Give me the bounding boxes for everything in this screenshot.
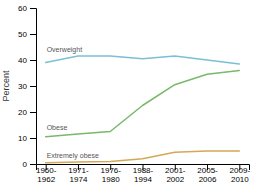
x-axis: 1960-1962 1971-1974 1976-1980 1988-1994 2001… (36, 164, 250, 184)
tick-label: 1960-1962 (36, 166, 57, 184)
tick-label: 30 (18, 82, 27, 91)
tick-mark (30, 60, 36, 61)
line-label: Overweight (47, 46, 82, 54)
tick: 2005-2006 (197, 164, 218, 184)
tick-label: 2009-2010 (230, 166, 251, 184)
tick-label: 40 (18, 56, 27, 65)
y-axis: 0 10 20 30 40 50 60 (18, 4, 36, 169)
tick-label: 1976-1980 (100, 166, 121, 184)
tick: 1971-1974 (68, 164, 89, 184)
line (46, 56, 240, 64)
tick-mark (30, 164, 36, 165)
line-labels: Overweight Obese Extremely obese (47, 46, 99, 160)
tick: 20 (18, 108, 36, 117)
chart: 0 10 20 30 40 50 60 1960-1962 1971-1974 1976-1980… (0, 0, 259, 194)
plot: 0 10 20 30 40 50 60 1960-1962 1971-1974 1976-1980… (1, 4, 250, 184)
tick-label: 50 (18, 30, 27, 39)
tick-label: 20 (18, 108, 27, 117)
tick-mark (30, 8, 36, 9)
tick: 2009-2010 (230, 164, 251, 184)
lines (46, 56, 240, 163)
tick-label: 0 (23, 160, 28, 169)
tick-label: 2001-2002 (165, 166, 186, 184)
tick-mark (30, 34, 36, 35)
tick: 60 (18, 4, 36, 13)
axis-line (30, 9, 37, 165)
tick-mark (30, 112, 36, 113)
tick-mark (30, 86, 36, 87)
tick: 40 (18, 56, 36, 65)
tick-label: 10 (18, 134, 27, 143)
tick: 2001-2002 (165, 164, 186, 184)
tick-label: 1971-1974 (68, 166, 89, 184)
line (46, 151, 240, 163)
tick: 1960-1962 (36, 164, 57, 184)
tick-mark (30, 138, 36, 139)
tick-label: 60 (18, 4, 27, 13)
tick: 50 (18, 30, 36, 39)
tick: 10 (18, 134, 36, 143)
line-label: Obese (47, 124, 68, 131)
y-axis-title: Percent (1, 70, 11, 102)
tick-label: 2005-2006 (197, 166, 218, 184)
tick: 1988-1994 (133, 164, 154, 184)
tick-label: 1988-1994 (133, 166, 154, 184)
tick: 1976-1980 (100, 164, 121, 184)
tick: 30 (18, 82, 36, 91)
line-label: Extremely obese (47, 152, 99, 160)
tick: 0 (23, 160, 36, 169)
line (46, 70, 240, 136)
